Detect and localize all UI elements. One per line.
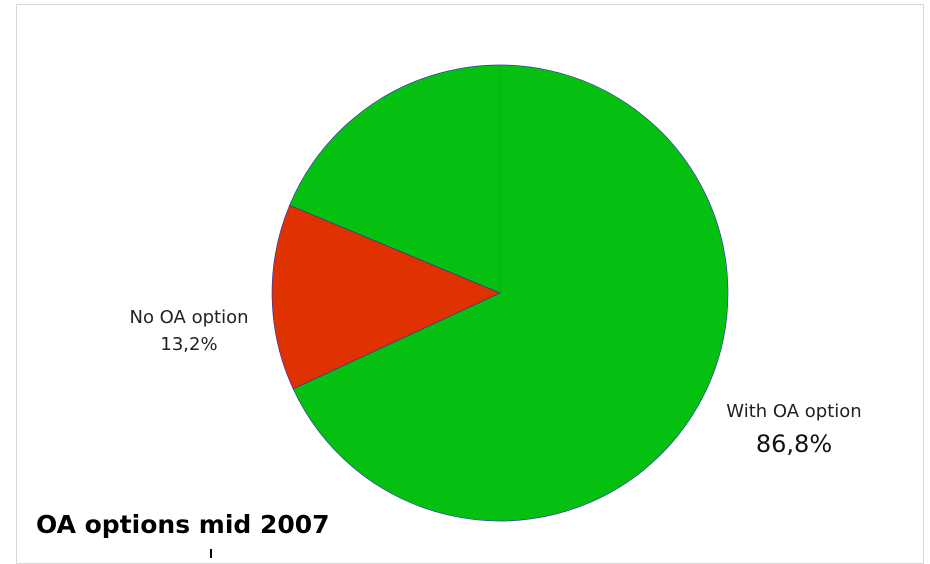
slice-value-no-oa: 13,2% bbox=[160, 334, 217, 355]
slice-label-no-oa: No OA option bbox=[129, 307, 248, 328]
slice-with-oa-option bbox=[289, 64, 729, 522]
slice-label-with-oa: With OA option bbox=[726, 401, 861, 422]
slice-no-oa-option bbox=[271, 204, 501, 390]
pie-slices bbox=[271, 64, 729, 522]
title-underline-mark bbox=[210, 549, 212, 558]
slice-value-with-oa: 86,8% bbox=[756, 430, 832, 458]
pie-labels: No OA option 13,2% With OA option 86,8% bbox=[129, 307, 861, 458]
chart-title: OA options mid 2007 bbox=[36, 510, 330, 539]
